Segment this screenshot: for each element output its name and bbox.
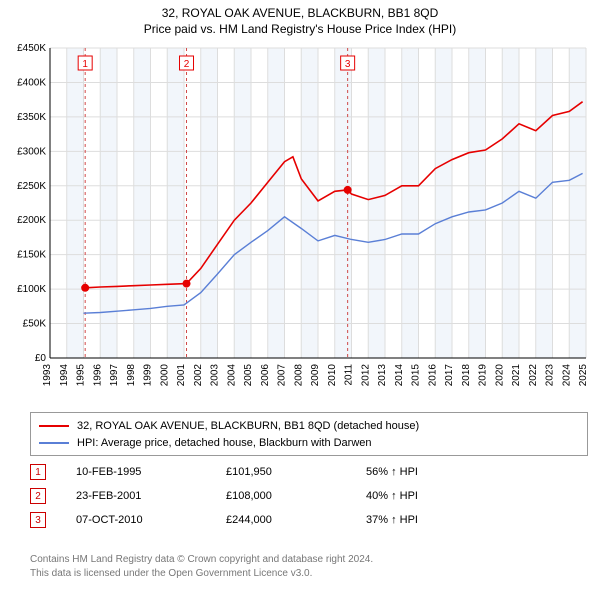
svg-text:1996: 1996 [92,364,103,387]
svg-text:1995: 1995 [76,364,87,387]
legend-swatch [39,442,69,444]
svg-text:£400K: £400K [17,77,46,88]
attribution-line: Contains HM Land Registry data © Crown c… [30,553,373,567]
svg-text:2010: 2010 [327,364,338,387]
event-delta: 37% ↑ HPI [366,514,418,526]
attribution-line: This data is licensed under the Open Gov… [30,567,373,581]
svg-text:2005: 2005 [243,364,254,387]
svg-text:£150K: £150K [17,250,46,261]
event-row: 3 07-OCT-2010 £244,000 37% ↑ HPI [30,508,570,532]
attribution: Contains HM Land Registry data © Crown c… [30,553,373,580]
svg-text:2002: 2002 [193,364,204,387]
svg-text:£100K: £100K [17,284,46,295]
svg-text:£250K: £250K [17,181,46,192]
svg-text:2000: 2000 [159,364,170,387]
legend-label: HPI: Average price, detached house, Blac… [77,435,372,452]
svg-text:£300K: £300K [17,146,46,157]
svg-text:1993: 1993 [42,364,53,387]
svg-text:2024: 2024 [561,364,572,387]
sale-events: 1 10-FEB-1995 £101,950 56% ↑ HPI 2 23-FE… [30,460,570,532]
svg-text:2: 2 [184,59,190,70]
svg-text:1994: 1994 [59,364,70,387]
event-date: 23-FEB-2001 [76,490,226,502]
page: 32, ROYAL OAK AVENUE, BLACKBURN, BB1 8QD… [0,0,600,590]
legend-row: HPI: Average price, detached house, Blac… [39,435,579,452]
event-date: 10-FEB-1995 [76,466,226,478]
svg-text:1: 1 [82,59,88,70]
legend-row: 32, ROYAL OAK AVENUE, BLACKBURN, BB1 8QD… [39,418,579,435]
svg-text:2023: 2023 [545,364,556,387]
svg-text:3: 3 [345,59,351,70]
svg-text:1997: 1997 [109,364,120,387]
event-price: £244,000 [226,514,366,526]
svg-text:2019: 2019 [478,364,489,387]
event-row: 1 10-FEB-1995 £101,950 56% ↑ HPI [30,460,570,484]
event-row: 2 23-FEB-2001 £108,000 40% ↑ HPI [30,484,570,508]
event-delta: 40% ↑ HPI [366,490,418,502]
svg-text:2014: 2014 [394,364,405,387]
svg-text:2003: 2003 [210,364,221,387]
svg-text:2012: 2012 [360,364,371,387]
svg-text:1999: 1999 [143,364,154,387]
svg-text:2017: 2017 [444,364,455,387]
title-subtitle: Price paid vs. HM Land Registry's House … [0,20,600,36]
svg-text:2018: 2018 [461,364,472,387]
svg-text:2020: 2020 [494,364,505,387]
svg-text:2008: 2008 [293,364,304,387]
svg-text:1998: 1998 [126,364,137,387]
event-price: £101,950 [226,466,366,478]
svg-text:2001: 2001 [176,364,187,387]
svg-text:2015: 2015 [411,364,422,387]
svg-text:£450K: £450K [17,43,46,54]
legend-label: 32, ROYAL OAK AVENUE, BLACKBURN, BB1 8QD… [77,418,419,435]
event-marker: 3 [30,512,46,528]
svg-text:2016: 2016 [427,364,438,387]
svg-text:2022: 2022 [528,364,539,387]
svg-text:2025: 2025 [578,364,589,387]
svg-text:2021: 2021 [511,364,522,387]
event-marker: 2 [30,488,46,504]
svg-text:2004: 2004 [226,364,237,387]
price-chart: £0 £50K £100K £150K £200K £250K £300K £350K £400… [6,42,594,402]
svg-text:£200K: £200K [17,215,46,226]
event-date: 07-OCT-2010 [76,514,226,526]
svg-text:£0: £0 [35,353,47,364]
legend-swatch [39,425,69,427]
svg-text:2007: 2007 [277,364,288,387]
svg-text:2011: 2011 [344,364,355,386]
svg-text:2006: 2006 [260,364,271,387]
svg-text:2013: 2013 [377,364,388,387]
event-delta: 56% ↑ HPI [366,466,418,478]
svg-text:2009: 2009 [310,364,321,387]
event-marker: 1 [30,464,46,480]
svg-text:£50K: £50K [23,319,47,330]
chart-svg: £0 £50K £100K £150K £200K £250K £300K £350K £400… [6,42,594,402]
title-address: 32, ROYAL OAK AVENUE, BLACKBURN, BB1 8QD [0,0,600,20]
svg-text:£350K: £350K [17,112,46,123]
legend: 32, ROYAL OAK AVENUE, BLACKBURN, BB1 8QD… [30,412,588,456]
event-price: £108,000 [226,490,366,502]
